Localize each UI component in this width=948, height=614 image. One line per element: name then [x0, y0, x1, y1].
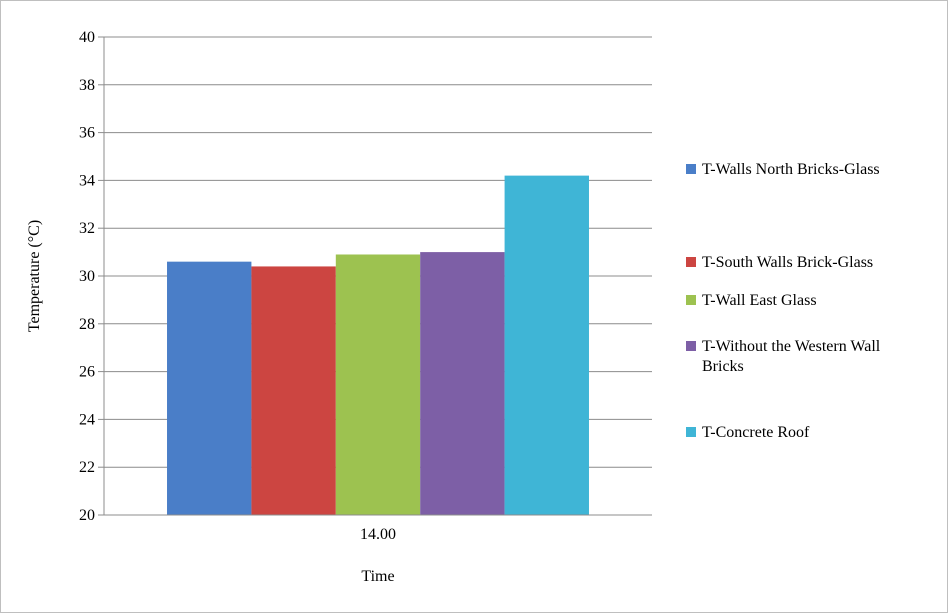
bar — [167, 261, 252, 515]
y-tick-label: 40 — [79, 29, 95, 46]
legend-label: T-South Walls Brick-Glass — [702, 254, 873, 271]
bar — [335, 254, 421, 516]
bar — [420, 252, 505, 515]
y-tick-label: 26 — [79, 364, 95, 381]
y-tick-label: 34 — [79, 172, 95, 189]
x-tick-label: 14.00 — [360, 526, 396, 543]
legend-swatch — [686, 341, 696, 351]
legend-swatch — [686, 427, 696, 437]
bars — [167, 175, 589, 516]
y-tick-label: 22 — [79, 459, 95, 476]
legend-label: T-Wall East Glass — [702, 292, 817, 309]
y-tick-label: 32 — [79, 220, 95, 237]
bar — [251, 266, 336, 515]
y-tick-label: 38 — [79, 77, 95, 94]
legend-label: T-Walls North Bricks-Glass — [702, 161, 880, 178]
y-axis-title: Temperature (°C) — [26, 220, 43, 332]
legend-swatch — [686, 295, 696, 305]
y-tick-label: 20 — [79, 507, 95, 524]
legend: T-Walls North Bricks-Glass T-South Walls … — [686, 161, 881, 441]
bar — [504, 175, 589, 515]
y-tick-label: 36 — [79, 125, 95, 142]
legend-label: T-Concrete Roof — [702, 424, 810, 441]
legend-label: T-Without the Western Wall Bricks — [702, 338, 881, 375]
y-tick-label: 24 — [79, 411, 95, 428]
y-tick-label: 28 — [79, 316, 95, 333]
axes — [103, 37, 652, 516]
legend-swatch — [686, 164, 696, 174]
x-axis-title: Time — [361, 568, 394, 585]
legend-swatch — [686, 257, 696, 267]
y-tick-labels: 20 22 24 26 28 30 32 34 36 38 40 — [79, 29, 95, 524]
y-tick-label: 30 — [79, 268, 95, 285]
x-tick-labels: 14.00 — [360, 526, 396, 543]
